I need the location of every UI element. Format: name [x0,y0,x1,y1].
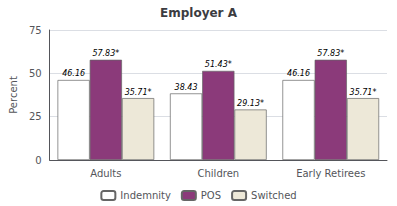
svg-text:POS: POS [201,190,221,201]
svg-text:25: 25 [29,111,42,122]
svg-text:Switched: Switched [251,190,297,201]
svg-text:35.71*: 35.71* [125,88,152,97]
svg-text:Adults: Adults [90,168,121,179]
svg-text:Children: Children [198,168,240,179]
svg-text:57.83*: 57.83* [317,49,344,58]
svg-text:50: 50 [29,68,42,79]
svg-text:Employer A: Employer A [160,6,238,20]
svg-text:0: 0 [35,155,41,166]
svg-text:Early Retirees: Early Retirees [296,168,365,179]
svg-text:57.83*: 57.83* [92,49,119,58]
svg-text:38.43: 38.43 [175,83,198,92]
svg-text:Percent: Percent [8,76,19,114]
svg-text:Indemnity: Indemnity [120,190,171,201]
svg-text:35.71*: 35.71* [350,88,377,97]
svg-text:46.16: 46.16 [287,69,310,78]
svg-text:46.16: 46.16 [62,69,85,78]
svg-text:51.43*: 51.43* [205,60,232,69]
svg-text:75: 75 [29,25,42,36]
svg-text:29.13*: 29.13* [237,99,264,108]
